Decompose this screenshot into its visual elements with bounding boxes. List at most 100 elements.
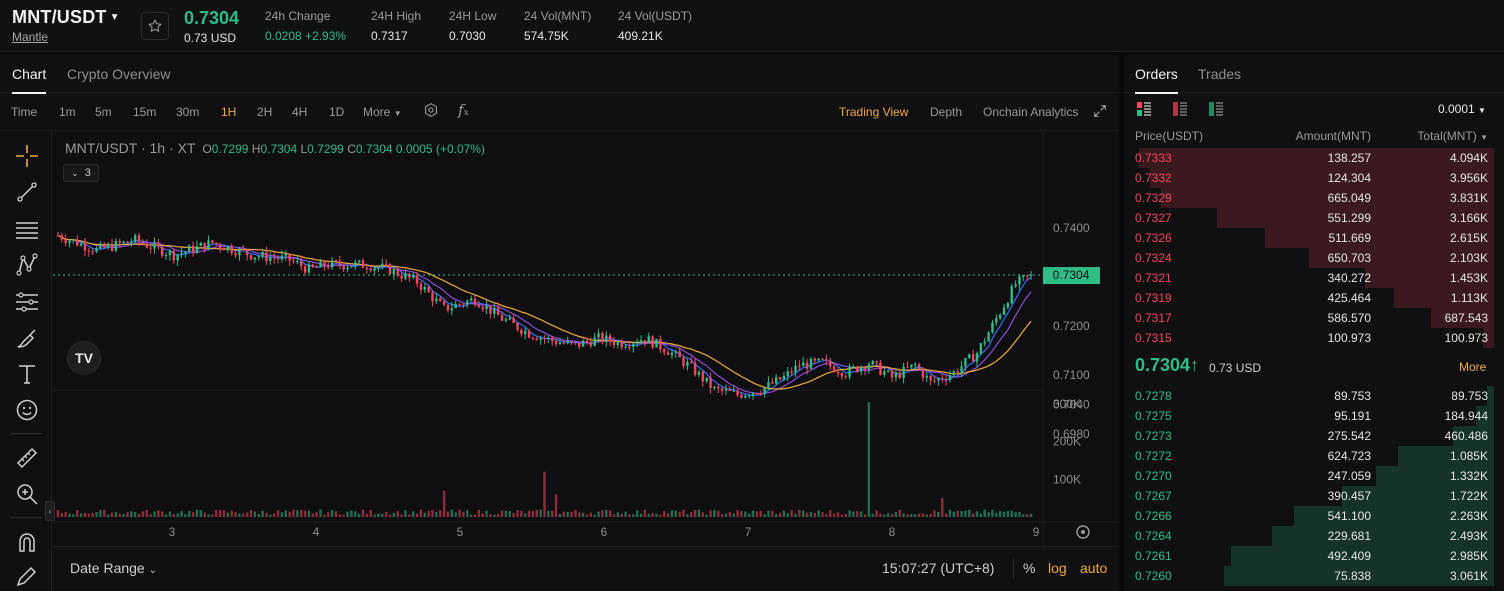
bid-row[interactable]: 0.7267 390.457 1.722K <box>1124 486 1494 506</box>
volume-bar <box>76 510 79 517</box>
candle-body <box>1002 307 1006 315</box>
indicators-fx-icon[interactable]: fx <box>458 101 469 119</box>
candlestick-chart[interactable]: 0.7304 0.7400 0.7200 0.7100 0.7040 0.6980 300K… <box>53 131 1119 546</box>
bid-row[interactable]: 0.7278 89.753 89.753 <box>1124 386 1494 406</box>
magnet-tool[interactable] <box>14 529 40 555</box>
bid-row[interactable]: 0.7261 492.409 2.985K <box>1124 546 1494 566</box>
fullscreen-button[interactable] <box>1092 103 1108 122</box>
auto-scale-toggle[interactable]: auto <box>1080 560 1108 576</box>
axis-settings-icon[interactable] <box>1076 525 1090 539</box>
ask-row[interactable]: 0.7324 650.703 2.103K <box>1124 248 1494 268</box>
interval-15m[interactable]: 15m <box>133 105 157 119</box>
volume-bar <box>458 509 461 517</box>
pair-name[interactable]: MNT/USDT <box>12 7 107 27</box>
tab-orders[interactable]: Orders <box>1135 66 1178 94</box>
horizontal-lines-tool[interactable] <box>14 216 40 242</box>
candle-body <box>551 337 554 342</box>
tab-crypto-overview[interactable]: Crypto Overview <box>67 66 171 82</box>
bid-row[interactable]: 0.7264 229.681 2.493K <box>1124 526 1494 546</box>
pattern-tool[interactable] <box>14 252 40 278</box>
fib-tool[interactable] <box>14 289 40 315</box>
book-view-asks-button[interactable] <box>1172 101 1188 117</box>
bid-row[interactable]: 0.7275 95.191 184.944 <box>1124 406 1494 426</box>
ask-row[interactable]: 0.7315 100.973 100.973 <box>1124 328 1494 348</box>
stat-label: 24 Vol(MNT) <box>524 9 592 23</box>
interval-1h[interactable]: 1H <box>221 105 237 119</box>
view-depth[interactable]: Depth <box>930 105 963 119</box>
tab-trades[interactable]: Trades <box>1198 66 1242 82</box>
book-view-bids-button[interactable] <box>1208 101 1224 117</box>
ask-row[interactable]: 0.7333 138.257 4.094K <box>1124 148 1494 168</box>
volume-bar <box>917 513 921 517</box>
ask-row[interactable]: 0.7326 511.669 2.615K <box>1124 228 1494 248</box>
caret-down-icon[interactable]: ▼ <box>109 12 120 23</box>
stay-drawing-tool[interactable] <box>14 563 40 589</box>
header-total[interactable]: Total(MNT) ▼ <box>1417 129 1488 143</box>
volume-bar <box>975 511 979 517</box>
ruler-tool[interactable] <box>14 445 40 471</box>
interval-1d[interactable]: 1D <box>329 105 345 119</box>
ask-row[interactable]: 0.7332 124.304 3.956K <box>1124 168 1494 188</box>
view-onchain-analytics[interactable]: Onchain Analytics <box>983 105 1079 119</box>
candle-body <box>292 260 295 262</box>
candle-body <box>350 266 353 268</box>
price-axis-tick: 0.7100 <box>1053 368 1090 382</box>
volume-bar <box>871 513 874 517</box>
ask-row[interactable]: 0.7327 551.299 3.166K <box>1124 208 1494 228</box>
candle-body <box>172 250 175 261</box>
interval-4h[interactable]: 4H <box>292 105 308 119</box>
precision-dropdown[interactable]: 0.0001 ▼ <box>1438 102 1486 116</box>
candle-body <box>991 322 994 333</box>
date-range-dropdown[interactable]: Date Range ⌄ <box>70 560 157 576</box>
candle-body <box>979 343 983 354</box>
crosshair-tool[interactable] <box>14 143 40 169</box>
volume-bar <box>342 514 345 517</box>
collapse-toolbar-button[interactable]: ‹ <box>45 501 55 521</box>
log-scale-toggle[interactable]: log <box>1048 560 1067 576</box>
bid-row[interactable]: 0.7260 75.838 3.061K <box>1124 566 1494 586</box>
ask-row[interactable]: 0.7317 586.570 687.543 <box>1124 308 1494 328</box>
pair-subtitle-link[interactable]: Mantle <box>12 30 49 44</box>
more-intervals-dropdown[interactable]: More ▼ <box>363 105 402 119</box>
view-trading-view[interactable]: Trading View <box>839 105 909 119</box>
text-tool[interactable] <box>14 361 40 387</box>
interval-30m[interactable]: 30m <box>176 105 200 119</box>
candle-body <box>948 375 952 381</box>
brush-tool[interactable] <box>14 325 40 351</box>
candle-body <box>377 267 380 269</box>
volume-bar <box>103 509 106 517</box>
interval-1m[interactable]: 1m <box>59 105 76 119</box>
ask-row[interactable]: 0.7321 340.272 1.453K <box>1124 268 1494 288</box>
bid-row[interactable]: 0.7266 541.100 2.263K <box>1124 506 1494 526</box>
bid-row[interactable]: 0.7272 624.723 1.085K <box>1124 446 1494 466</box>
bid-row[interactable]: 0.7273 275.542 460.486 <box>1124 426 1494 446</box>
volume-bar <box>937 511 940 517</box>
volume-bar <box>987 512 990 517</box>
favorite-button[interactable] <box>141 12 169 40</box>
timezone-clock[interactable]: 15:07:27 (UTC+8) <box>882 560 995 576</box>
indicator-toggle[interactable]: ⌄ 3 <box>63 164 99 182</box>
pair-selector[interactable]: MNT/USDT ▼ Mantle <box>12 7 120 44</box>
ask-row[interactable]: 0.7329 665.049 3.831K <box>1124 188 1494 208</box>
trend-line-tool[interactable] <box>14 179 40 205</box>
volume-bar <box>554 494 558 517</box>
volume-bar <box>755 511 759 517</box>
tab-chart[interactable]: Chart <box>12 66 47 94</box>
ask-row[interactable]: 0.7319 425.464 1.113K <box>1124 288 1494 308</box>
emoji-tool[interactable] <box>14 397 40 423</box>
chart-settings-button[interactable] <box>423 102 439 121</box>
candle-body <box>852 366 855 368</box>
interval-2h[interactable]: 2H <box>257 105 273 119</box>
volume-bar <box>581 512 585 517</box>
volume-bar <box>280 512 284 517</box>
volume-bar <box>535 509 538 517</box>
zoom-tool[interactable] <box>14 481 40 507</box>
book-view-both-button[interactable] <box>1136 101 1152 117</box>
tradingview-logo[interactable]: TV <box>67 341 101 375</box>
interval-5m[interactable]: 5m <box>95 105 112 119</box>
depth-bar <box>1161 188 1494 208</box>
more-link[interactable]: More <box>1459 360 1487 374</box>
percent-scale-toggle[interactable]: % <box>1023 560 1036 576</box>
chart-plot-area[interactable]: 0.7304 0.7400 0.7200 0.7100 0.7040 0.6980 300K… <box>45 131 1119 562</box>
bid-row[interactable]: 0.7270 247.059 1.332K <box>1124 466 1494 486</box>
